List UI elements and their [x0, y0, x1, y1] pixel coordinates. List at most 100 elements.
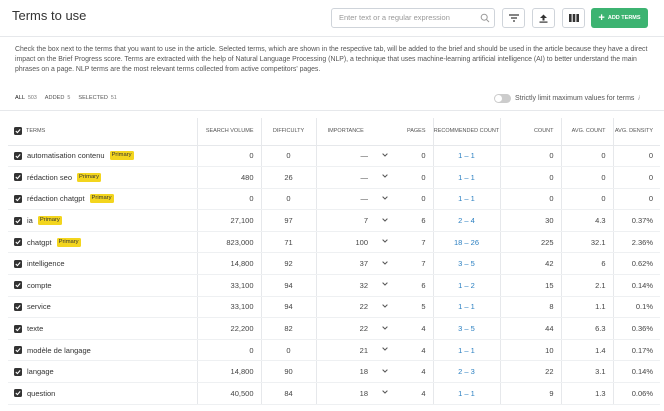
tab-all[interactable]: ALL 503	[15, 95, 37, 101]
tabs-divider	[0, 110, 664, 111]
pages-cell: 7	[395, 252, 434, 276]
term-checkbox[interactable]	[14, 389, 22, 398]
table-header-row: TERMS SEARCH VOLUME DIFFICULTY IMPORTANC…	[8, 118, 660, 146]
table-row[interactable]: ia Primary 27,100 97 7 6 2 – 4 30 4.3 0.37%	[8, 209, 660, 232]
expand-cell[interactable]	[375, 382, 395, 405]
expand-cell[interactable]	[375, 339, 395, 362]
select-all-checkbox[interactable]	[14, 127, 22, 136]
terms-table: TERMS SEARCH VOLUME DIFFICULTY IMPORTANC…	[8, 118, 660, 405]
chevron-down-icon	[382, 217, 388, 222]
importance-cell: 22	[316, 317, 375, 340]
column-header-pages[interactable]: PAGES	[395, 118, 434, 146]
columns-button[interactable]	[562, 8, 585, 28]
add-terms-button[interactable]: + ADD TERMS	[591, 8, 648, 28]
table-row[interactable]: intelligence 14,800 92 37 7 3 – 5 42 6 0.62%	[8, 252, 660, 276]
info-icon[interactable]: i	[638, 95, 640, 102]
column-header-count[interactable]: COUNT	[500, 118, 562, 146]
tab-all-label: ALL	[15, 95, 25, 101]
tab-added[interactable]: ADDED 5	[45, 95, 71, 101]
expand-cell[interactable]	[375, 317, 395, 340]
check-icon	[15, 261, 21, 267]
term-checkbox[interactable]	[14, 346, 22, 355]
avg-density-cell: 0.36%	[613, 317, 660, 340]
term-text: modèle de langage	[27, 345, 91, 355]
table-row[interactable]: modèle de langage 0 0 21 4 1 – 1 10 1.4 0.17%	[8, 339, 660, 362]
term-checkbox[interactable]	[14, 216, 22, 225]
term-text: question	[27, 388, 56, 398]
term-text: ia	[27, 216, 33, 226]
term-checkbox[interactable]	[14, 151, 22, 160]
chevron-down-icon	[382, 196, 388, 200]
search-input[interactable]: Enter text or a regular expression	[331, 8, 495, 28]
avg-density-cell: 0.1%	[613, 296, 660, 319]
page-title: Terms to use	[12, 8, 87, 23]
chevron-down-icon	[382, 153, 388, 157]
tab-added-label: ADDED	[44, 95, 65, 101]
term-checkbox[interactable]	[14, 194, 22, 203]
tab-selected[interactable]: SELECTED 51	[78, 95, 116, 101]
column-header-search-volume[interactable]: SEARCH VOLUME	[197, 118, 262, 146]
avg-count-cell: 4.3	[561, 209, 614, 232]
count-cell: 225	[500, 231, 562, 254]
expand-cell[interactable]	[375, 166, 395, 189]
term-checkbox[interactable]	[14, 238, 22, 247]
table-row[interactable]: chatgpt Primary 823,000 71 100 7 18 – 26 225 32.…	[8, 231, 660, 254]
difficulty-cell: 94	[261, 296, 317, 319]
expand-cell[interactable]	[375, 296, 395, 319]
table-row[interactable]: service 33,100 94 22 5 1 – 1 8 1.1 0.1%	[8, 296, 660, 319]
avg-density-cell: 0.14%	[613, 360, 660, 384]
column-header-difficulty[interactable]: DIFFICULTY	[261, 118, 317, 146]
header-divider	[0, 36, 664, 37]
difficulty-cell: 84	[261, 382, 317, 405]
table-row[interactable]: compte 33,100 94 32 6 1 – 2 15 2.1 0.14%	[8, 274, 660, 297]
difficulty-cell: 94	[261, 274, 317, 297]
difficulty-cell: 92	[261, 252, 317, 276]
columns-icon	[568, 14, 579, 22]
column-header-terms[interactable]: TERMS	[8, 118, 198, 146]
expand-cell[interactable]	[375, 231, 395, 254]
expand-cell[interactable]	[375, 360, 395, 384]
tab-selected-count: 51	[110, 95, 117, 101]
export-button[interactable]	[532, 8, 555, 28]
expand-cell[interactable]	[375, 252, 395, 276]
term-text: texte	[27, 324, 44, 334]
table-row[interactable]: question 40,500 84 18 4 1 – 1 9 1.3 0.06%	[8, 382, 660, 405]
filter-button[interactable]	[502, 8, 525, 28]
term-cell: texte	[8, 317, 198, 340]
upload-icon	[539, 14, 548, 23]
difficulty-cell: 82	[261, 317, 317, 340]
pages-cell: 4	[395, 360, 434, 384]
table-row[interactable]: texte 22,200 82 22 4 3 – 5 44 6.3 0.36%	[8, 317, 660, 340]
strict-limit-toggle[interactable]	[494, 94, 511, 103]
term-cell: rédaction seo Primary	[8, 166, 198, 189]
chevron-down-icon	[382, 347, 388, 351]
term-checkbox[interactable]	[14, 259, 22, 268]
expand-cell[interactable]	[375, 209, 395, 232]
term-cell: rédaction chatgpt Primary	[8, 188, 198, 211]
column-header-recommended-count[interactable]: RECOMMENDED COUNT	[433, 118, 501, 146]
avg-count-cell: 2.1	[561, 274, 614, 297]
count-cell: 42	[500, 252, 562, 276]
recommended-count-cell: 1 – 1	[433, 296, 501, 319]
search-volume-cell: 0	[197, 188, 262, 211]
column-header-avg-density[interactable]: AVG. DENSITY	[613, 118, 660, 146]
table-row[interactable]: langage 14,800 90 18 4 2 – 3 22 3.1 0.14%	[8, 360, 660, 384]
column-header-importance[interactable]: IMPORTANCE	[316, 118, 375, 146]
expand-cell[interactable]	[375, 145, 395, 168]
tab-bar: ALL 503 ADDED 5 SELECTED 51	[15, 95, 117, 101]
pages-cell: 4	[395, 339, 434, 362]
term-checkbox[interactable]	[14, 324, 22, 333]
column-header-avg-count[interactable]: AVG. COUNT	[561, 118, 614, 146]
term-checkbox[interactable]	[14, 173, 22, 182]
term-checkbox[interactable]	[14, 367, 22, 376]
count-cell: 10	[500, 339, 562, 362]
expand-cell[interactable]	[375, 188, 395, 211]
term-checkbox[interactable]	[14, 281, 22, 290]
term-checkbox[interactable]	[14, 302, 22, 311]
difficulty-cell: 0	[261, 145, 317, 168]
check-icon	[15, 391, 21, 396]
expand-cell[interactable]	[375, 274, 395, 297]
